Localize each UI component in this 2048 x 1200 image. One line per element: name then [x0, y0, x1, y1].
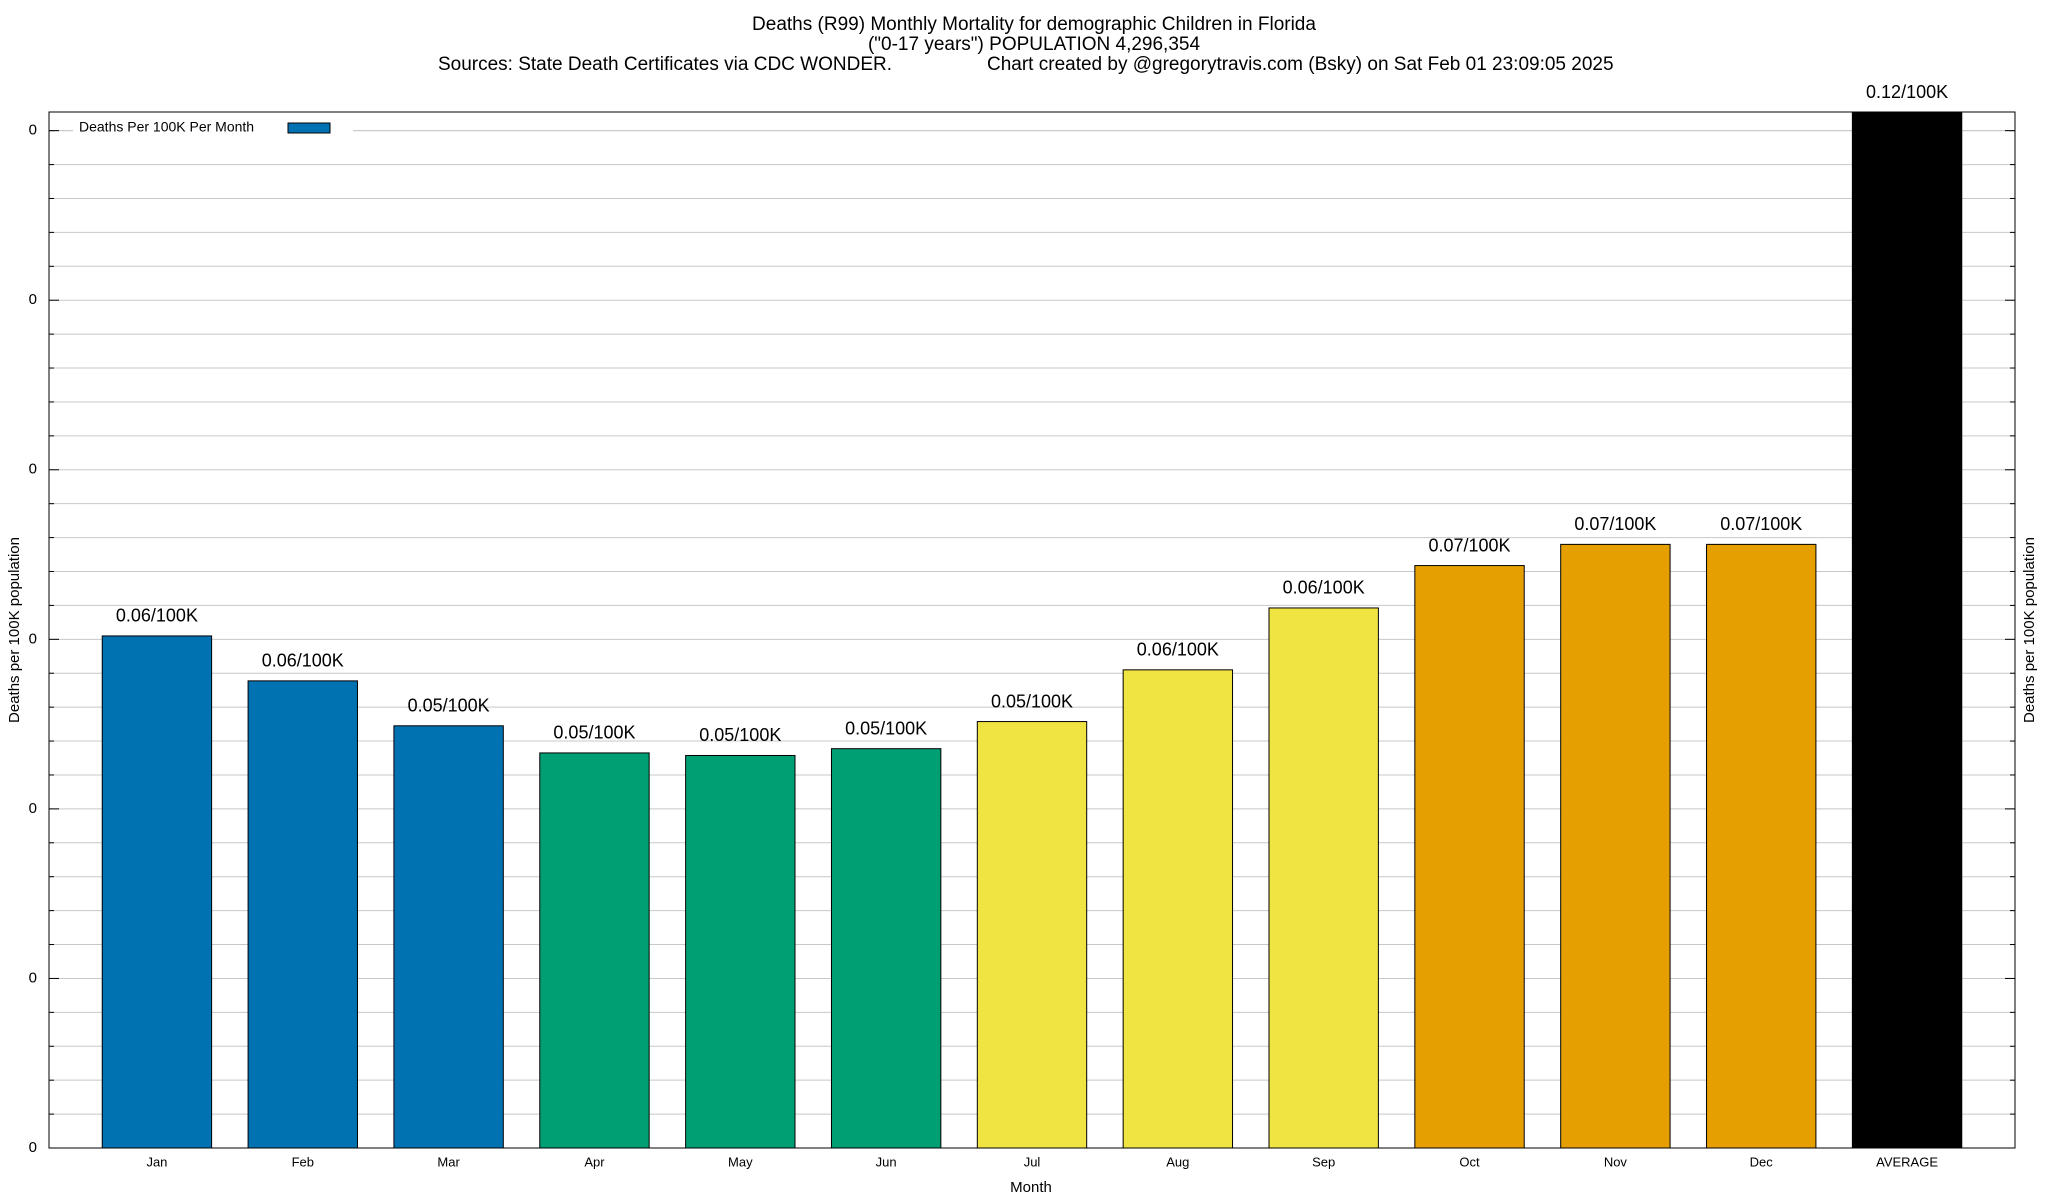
value-label: 0.06/100K: [1283, 578, 1365, 598]
bar: [247, 680, 358, 1148]
y2-axis-label: Deaths per 100K population: [2021, 537, 2038, 723]
bar: [685, 754, 796, 1148]
y-axis-label: Deaths per 100K population: [6, 537, 23, 723]
x-tick-label: Jan: [146, 1154, 167, 1169]
x-tick-label: Aug: [1166, 1154, 1189, 1169]
bar: [539, 752, 650, 1148]
value-label: 0.05/100K: [553, 723, 635, 743]
y-tick-label: 0: [29, 969, 37, 986]
bar: [1560, 543, 1671, 1148]
x-tick-label: Feb: [292, 1154, 314, 1169]
x-tick-label: AVERAGE: [1876, 1154, 1938, 1169]
x-axis-label: Month: [1010, 1179, 1052, 1196]
y-tick-label: 0: [29, 122, 37, 139]
bar: [1851, 112, 1963, 1148]
bar: [101, 635, 213, 1148]
x-tick-label: Dec: [1750, 1154, 1774, 1169]
value-label: 0.07/100K: [1428, 535, 1510, 555]
bars: [101, 112, 1963, 1148]
bar: [1706, 543, 1817, 1148]
value-label: 0.05/100K: [991, 691, 1073, 711]
chart-source: Sources: State Death Certificates via CD…: [438, 54, 892, 75]
chart-credit: Chart created by @gregorytravis.com (Bsk…: [987, 54, 1614, 75]
x-tick-label: Oct: [1459, 1154, 1480, 1169]
x-tick-label: Sep: [1312, 1154, 1335, 1169]
value-label: 0.06/100K: [1137, 640, 1219, 660]
y-tick-label: 0: [29, 800, 37, 817]
value-label: 0.12/100K: [1866, 82, 1948, 102]
x-tick-label: Apr: [584, 1154, 605, 1169]
chart-subtitle: ("0-17 years") POPULATION 4,296,354: [868, 34, 1200, 55]
bar: [393, 725, 504, 1148]
value-label: 0.07/100K: [1574, 514, 1656, 534]
x-tick-label: May: [728, 1154, 753, 1169]
chart-title: Deaths (R99) Monthly Mortality for demog…: [752, 14, 1316, 35]
value-label: 0.05/100K: [699, 725, 781, 745]
bar: [1268, 607, 1379, 1148]
y-tick-label: 0: [29, 1139, 37, 1156]
bar: [830, 748, 942, 1148]
value-label: 0.06/100K: [116, 606, 198, 626]
y-tick-label: 0: [29, 291, 37, 308]
legend-label: Deaths Per 100K Per Month: [79, 119, 254, 135]
bar: [1414, 565, 1525, 1148]
value-label: 0.06/100K: [262, 651, 344, 671]
y-tick-label: 0: [29, 630, 37, 647]
y-tick-label: 0: [29, 461, 37, 478]
value-label: 0.05/100K: [408, 696, 490, 716]
legend-swatch: [287, 122, 331, 134]
value-label: 0.05/100K: [845, 718, 927, 738]
plot-frame: [48, 111, 2016, 1149]
bar: [1122, 669, 1234, 1148]
x-tick-label: Jul: [1024, 1154, 1041, 1169]
x-tick-label: Jun: [876, 1154, 897, 1169]
bar: [976, 721, 1088, 1148]
x-tick-label: Nov: [1604, 1154, 1628, 1169]
x-tick-label: Mar: [437, 1154, 460, 1169]
value-label: 0.07/100K: [1720, 514, 1802, 534]
